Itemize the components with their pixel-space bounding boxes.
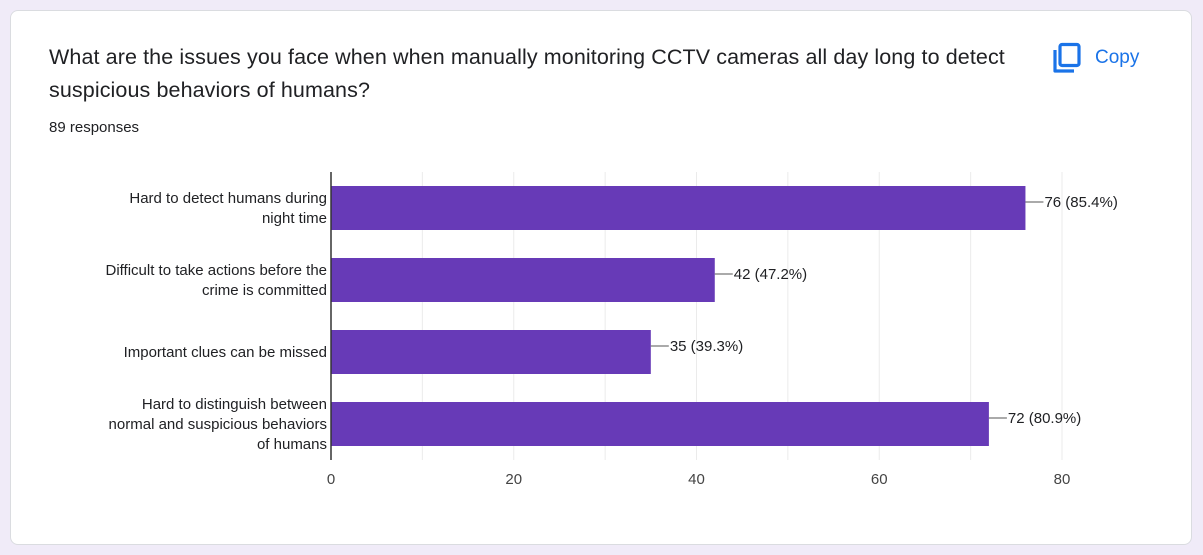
copy-icon bbox=[1049, 41, 1083, 75]
data-label: 72 (80.9%) bbox=[1008, 410, 1081, 427]
x-tick-label: 40 bbox=[688, 471, 705, 488]
data-label: 35 (39.3%) bbox=[670, 338, 743, 355]
copy-button[interactable]: Copy bbox=[1043, 37, 1145, 79]
category-label: Hard to distinguish between normal and su… bbox=[109, 396, 327, 453]
x-tick-label: 60 bbox=[871, 471, 888, 488]
category-label: Hard to detect humans during night time bbox=[129, 190, 327, 227]
category-label: Important clues can be missed bbox=[124, 344, 327, 361]
copy-label: Copy bbox=[1095, 47, 1140, 68]
x-tick-label: 0 bbox=[327, 471, 335, 488]
bar bbox=[331, 330, 651, 374]
data-label: 76 (85.4%) bbox=[1044, 194, 1117, 211]
bar bbox=[331, 402, 989, 446]
data-label: 42 (47.2%) bbox=[734, 266, 807, 283]
bar bbox=[331, 258, 715, 302]
question-title: What are the issues you face when when m… bbox=[49, 45, 1005, 102]
x-tick-label: 80 bbox=[1054, 471, 1071, 488]
bar bbox=[331, 186, 1026, 230]
response-count: 89 responses bbox=[49, 119, 140, 136]
x-tick-label: 20 bbox=[505, 471, 522, 488]
category-label: Difficult to take actions before the crim… bbox=[105, 262, 327, 299]
